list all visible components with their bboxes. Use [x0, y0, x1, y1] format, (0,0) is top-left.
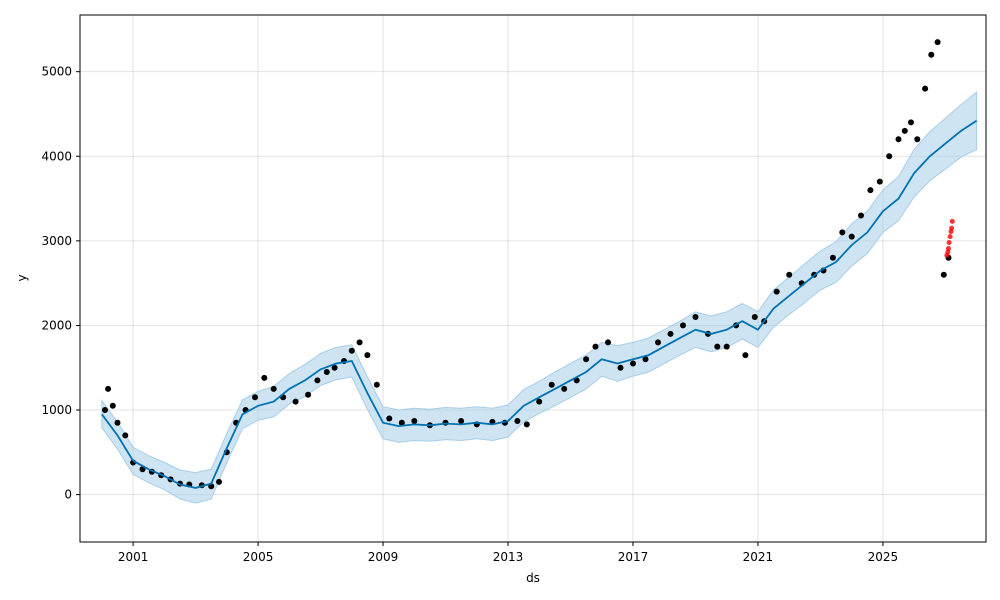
- data-point: [331, 364, 338, 371]
- data-point: [829, 254, 836, 261]
- data-point: [723, 343, 730, 350]
- data-point: [398, 419, 405, 426]
- y-tick-label: 2000: [41, 318, 72, 332]
- data-point: [858, 212, 864, 219]
- x-axis-label: ds: [526, 571, 540, 585]
- y-axis-ticks: 0 1000 2000 3000 4000 5000: [41, 65, 80, 502]
- data-point: [901, 127, 908, 134]
- forecast-line: [101, 119, 978, 489]
- data-point: [261, 374, 268, 381]
- data-point: [348, 347, 355, 354]
- data-point: [105, 385, 112, 392]
- data-point: [386, 415, 393, 422]
- data-point: [536, 398, 543, 405]
- data-point: [523, 421, 530, 428]
- outlier-point: [949, 218, 955, 224]
- data-point: [876, 178, 883, 185]
- data-point: [908, 119, 914, 126]
- data-point: [411, 418, 418, 424]
- data-point: [751, 314, 758, 320]
- data-point: [940, 271, 947, 278]
- data-point: [848, 233, 855, 240]
- x-tick-label: 2025: [868, 550, 899, 564]
- outlier-point: [946, 246, 951, 251]
- data-point: [928, 51, 935, 58]
- data-point: [314, 377, 321, 384]
- outlier-point: [947, 234, 953, 240]
- x-axis-ticks: 2001 2005 2009 2013 2017 2021 2025: [118, 542, 898, 564]
- outlier-point: [949, 225, 955, 231]
- data-point: [886, 153, 893, 160]
- data-point: [122, 432, 129, 439]
- y-axis-label: y: [15, 274, 29, 281]
- forecast-series-line: [101, 119, 978, 489]
- data-point: [630, 360, 636, 367]
- data-point: [605, 339, 611, 346]
- data-point: [139, 466, 146, 473]
- x-tick-label: 2013: [493, 550, 524, 564]
- data-point: [773, 288, 780, 295]
- data-point: [252, 394, 258, 401]
- data-point: [692, 314, 699, 320]
- y-tick-label: 0: [64, 488, 72, 502]
- plot-frame: [79, 14, 987, 543]
- data-point: [292, 398, 299, 405]
- data-point: [839, 229, 846, 236]
- data-point: [356, 339, 363, 346]
- y-tick-label: 3000: [41, 234, 72, 248]
- data-point: [895, 136, 902, 143]
- x-tick-label: 2021: [743, 550, 774, 564]
- data-point: [922, 85, 929, 92]
- data-point: [561, 385, 568, 392]
- data-point: [109, 402, 116, 409]
- data-point: [216, 478, 222, 485]
- data-point: [583, 356, 590, 363]
- data-point: [592, 343, 599, 350]
- data-point: [617, 364, 624, 371]
- data-point: [914, 136, 921, 143]
- interval-band: [101, 90, 978, 504]
- data-point: [548, 381, 555, 388]
- data-point: [305, 391, 312, 398]
- data-point: [458, 418, 465, 424]
- data-point: [786, 271, 793, 278]
- data-point: [573, 377, 580, 384]
- x-tick-label: 2005: [243, 550, 274, 564]
- outlier-point: [946, 240, 952, 245]
- data-point: [642, 356, 649, 363]
- y-tick-label: 4000: [41, 149, 72, 163]
- data-point: [323, 369, 330, 375]
- data-point: [867, 187, 874, 194]
- data-point: [742, 352, 749, 359]
- data-point: [270, 385, 277, 392]
- data-point: [667, 330, 674, 337]
- uncertainty-interval: [101, 90, 978, 504]
- y-tick-label: 1000: [41, 403, 72, 417]
- data-point: [680, 322, 686, 329]
- data-point: [364, 352, 371, 359]
- data-point: [714, 343, 721, 350]
- x-tick-label: 2017: [618, 550, 649, 564]
- x-tick-label: 2001: [118, 550, 149, 564]
- data-point: [102, 407, 108, 413]
- data-point: [514, 418, 521, 424]
- data-point: [934, 39, 941, 46]
- data-point: [114, 419, 121, 426]
- x-tick-label: 2009: [368, 550, 399, 564]
- data-point: [655, 339, 661, 346]
- data-point: [373, 381, 380, 388]
- outlier-points: [944, 218, 955, 258]
- y-tick-label: 5000: [41, 65, 72, 79]
